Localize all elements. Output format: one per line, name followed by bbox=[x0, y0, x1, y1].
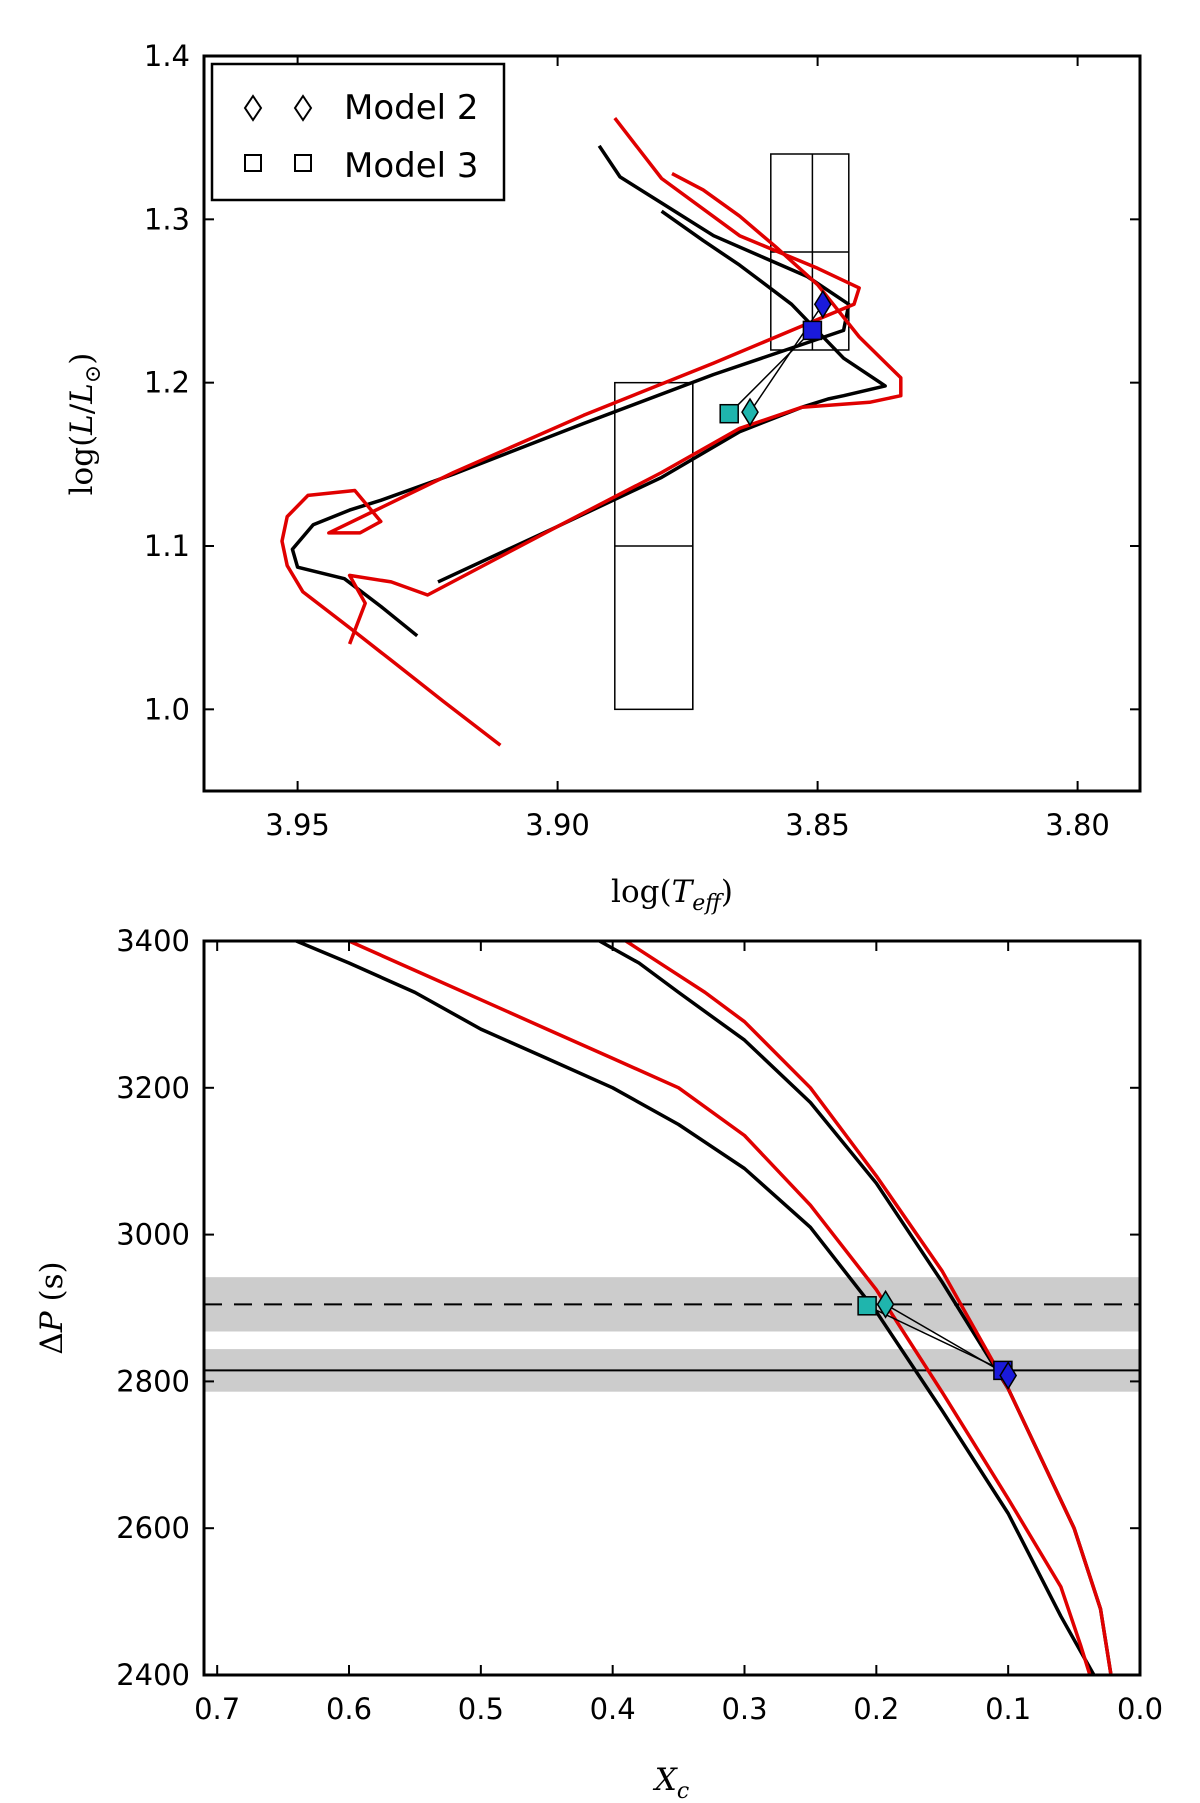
top-y-tick-label-2: 1.2 bbox=[144, 366, 190, 400]
bottom-x-tick-label-0: 0.7 bbox=[194, 1692, 240, 1726]
bottom-y-axis-title: ΔP (s) bbox=[34, 1261, 70, 1354]
bottom-axes-frame bbox=[202, 939, 1142, 1677]
period-spacing-panel: 0.7 0.6 0.5 0.4 0.3 0.2 0.1 0.0 2400 2600 2800 3000… bbox=[34, 924, 1163, 1803]
bottom-x-tick-label-3: 0.4 bbox=[590, 1692, 636, 1726]
top-y-tick-label-0: 1.0 bbox=[144, 692, 190, 726]
legend-square-icon bbox=[244, 154, 312, 172]
bottom-y-tick-label-0: 2400 bbox=[116, 1658, 190, 1692]
top-y-tick-label-1: 1.1 bbox=[144, 529, 190, 563]
bottom-y-tick-label-3: 3000 bbox=[116, 1218, 190, 1252]
bottom-y-tick-label-4: 3200 bbox=[116, 1071, 190, 1105]
bottom-y-tick-label-5: 3400 bbox=[116, 924, 190, 958]
top-x-tick-label-0: 3.95 bbox=[265, 808, 330, 842]
top-series-0 bbox=[290, 144, 851, 638]
top-marker-1-square bbox=[802, 320, 823, 341]
top-x-tick-label-1: 3.90 bbox=[525, 808, 590, 842]
top-x-tick-label-2: 3.85 bbox=[785, 808, 850, 842]
top-series-lines bbox=[280, 117, 903, 747]
bottom-series-0 bbox=[295, 939, 1096, 1676]
bottom-x-tick-label-2: 0.5 bbox=[458, 1692, 504, 1726]
bottom-markers bbox=[857, 1289, 1018, 1390]
top-series-2 bbox=[437, 209, 887, 584]
bottom-series-3 bbox=[624, 939, 1113, 1676]
bottom-x-tick-label-6: 0.1 bbox=[985, 1692, 1031, 1726]
top-marker-3-square bbox=[719, 403, 739, 424]
top-y-axis-title: log(L/L⊙) bbox=[64, 353, 106, 496]
top-y-tick-label-4: 1.4 bbox=[144, 39, 190, 73]
bottom-marker-0-square bbox=[857, 1296, 877, 1316]
top-marker-0-diamond bbox=[813, 289, 832, 319]
bottom-connector-1 bbox=[885, 1303, 1009, 1377]
bottom-x-tick-label-4: 0.3 bbox=[721, 1692, 767, 1726]
top-series-3 bbox=[347, 172, 903, 645]
hr-diagram-panel: 3.95 3.90 3.85 3.80 1.0 1.1 1.2 1.3 1.4 Model 2 … bbox=[64, 39, 1142, 916]
top-x-tick-label-3: 3.80 bbox=[1045, 808, 1110, 842]
bottom-y-tick-label-2: 2800 bbox=[116, 1364, 190, 1398]
top-marker-2-diamond bbox=[741, 397, 759, 427]
top-connector-1 bbox=[728, 329, 813, 415]
top-series-1 bbox=[280, 117, 861, 747]
legend: Model 2 Model 3 bbox=[210, 62, 506, 202]
bottom-ticks: 0.7 0.6 0.5 0.4 0.3 0.2 0.1 0.0 2400 2600 2800 3000… bbox=[116, 924, 1163, 1726]
bottom-marker-1-diamond bbox=[876, 1289, 895, 1319]
bottom-y-tick-label-1: 2600 bbox=[116, 1511, 190, 1545]
top-axes-frame bbox=[202, 54, 1142, 793]
bottom-series-1 bbox=[348, 939, 1092, 1676]
top-ticks: 3.95 3.90 3.85 3.80 1.0 1.1 1.2 1.3 1.4 bbox=[144, 39, 1140, 842]
top-markers bbox=[719, 289, 832, 427]
bottom-x-tick-label-1: 0.6 bbox=[326, 1692, 372, 1726]
bottom-series-lines bbox=[295, 939, 1113, 1676]
top-x-axis-title: log(Teff) bbox=[611, 874, 733, 916]
legend-label-model-2: Model 2 bbox=[344, 88, 479, 128]
legend-frame bbox=[210, 62, 506, 202]
bands bbox=[204, 1277, 1140, 1392]
bottom-x-tick-label-7: 0.0 bbox=[1117, 1692, 1163, 1726]
bottom-x-tick-label-5: 0.2 bbox=[853, 1692, 899, 1726]
bottom-marker-3-diamond bbox=[999, 1361, 1018, 1390]
top-y-tick-label-3: 1.3 bbox=[144, 202, 190, 236]
legend-label-model-3: Model 3 bbox=[344, 146, 479, 186]
legend-diamond-icon bbox=[243, 94, 313, 122]
bottom-x-axis-title: Xc bbox=[653, 1762, 689, 1803]
bottom-connectors bbox=[866, 1303, 1009, 1377]
